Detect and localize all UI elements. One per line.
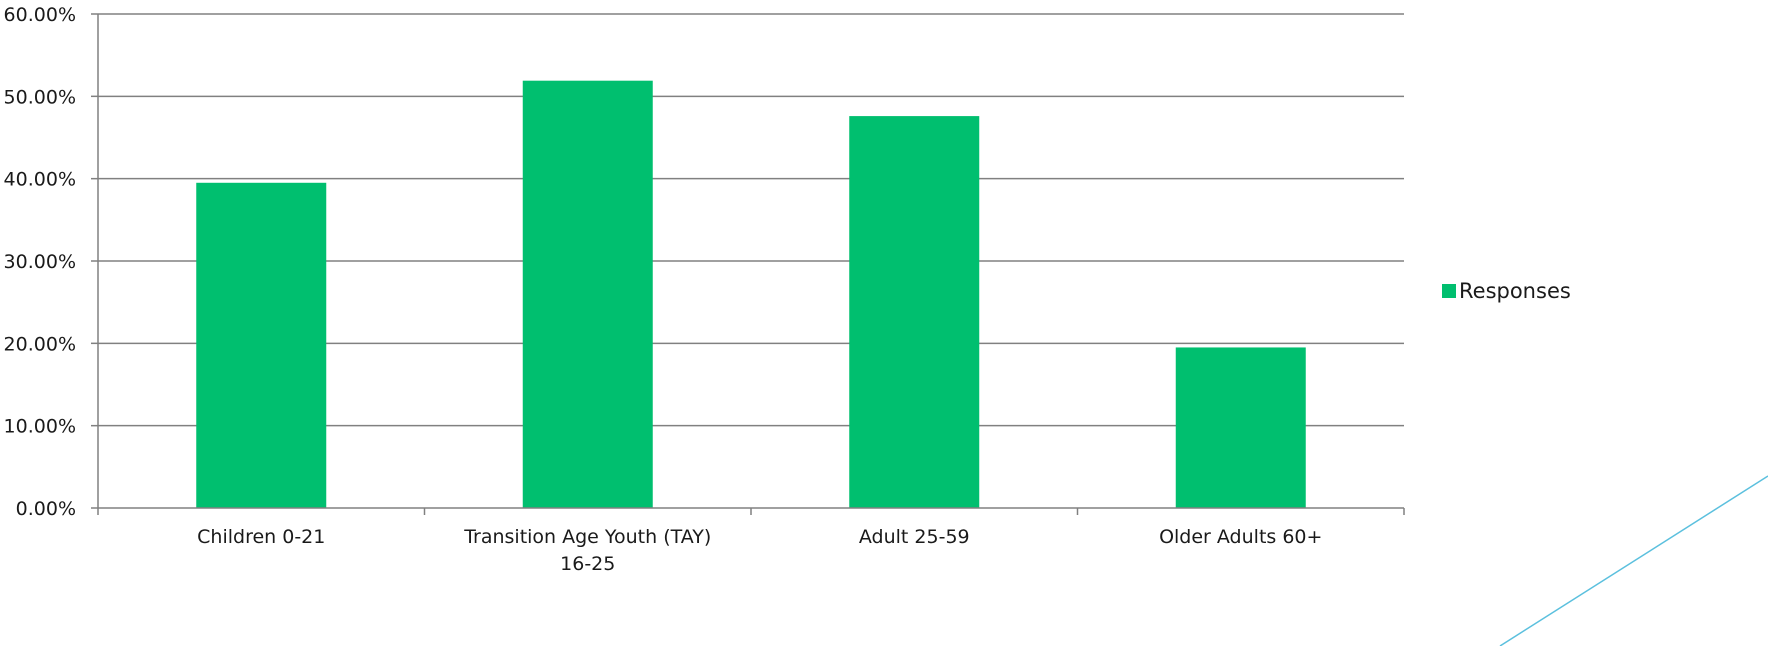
decorative-accent-line <box>1499 475 1768 647</box>
category-label: Adult 25-59 <box>859 526 970 548</box>
legend: Responses <box>1442 279 1571 303</box>
y-tick-label: 10.00% <box>4 416 76 438</box>
category-label: Older Adults 60+ <box>1159 526 1322 548</box>
y-tick-label: 40.00% <box>4 169 76 191</box>
bar-3 <box>849 116 980 509</box>
y-tick-label: 20.00% <box>4 333 76 355</box>
category-label: Children 0-21 <box>197 526 325 548</box>
legend-swatch <box>1442 284 1456 298</box>
y-tick-label: 60.00% <box>4 4 76 26</box>
bars <box>196 80 1306 509</box>
category-label: Transition Age Youth (TAY) 16-25 <box>463 526 711 575</box>
legend-label: Responses <box>1459 279 1571 303</box>
axes <box>91 13 1405 515</box>
y-tick-label: 50.00% <box>4 86 76 108</box>
bar-4 <box>1175 347 1306 508</box>
bar-1 <box>196 182 327 509</box>
category-labels: Children 0-21 Transition Age Youth (TAY) 1… <box>197 526 1322 575</box>
bar-2 <box>522 80 653 508</box>
y-tick-label: 0.00% <box>16 498 76 520</box>
y-tick-labels: 0.00% 10.00% 20.00% 30.00% 40.00% 50.00% 60.00… <box>4 4 76 520</box>
y-tick-label: 30.00% <box>4 251 76 273</box>
